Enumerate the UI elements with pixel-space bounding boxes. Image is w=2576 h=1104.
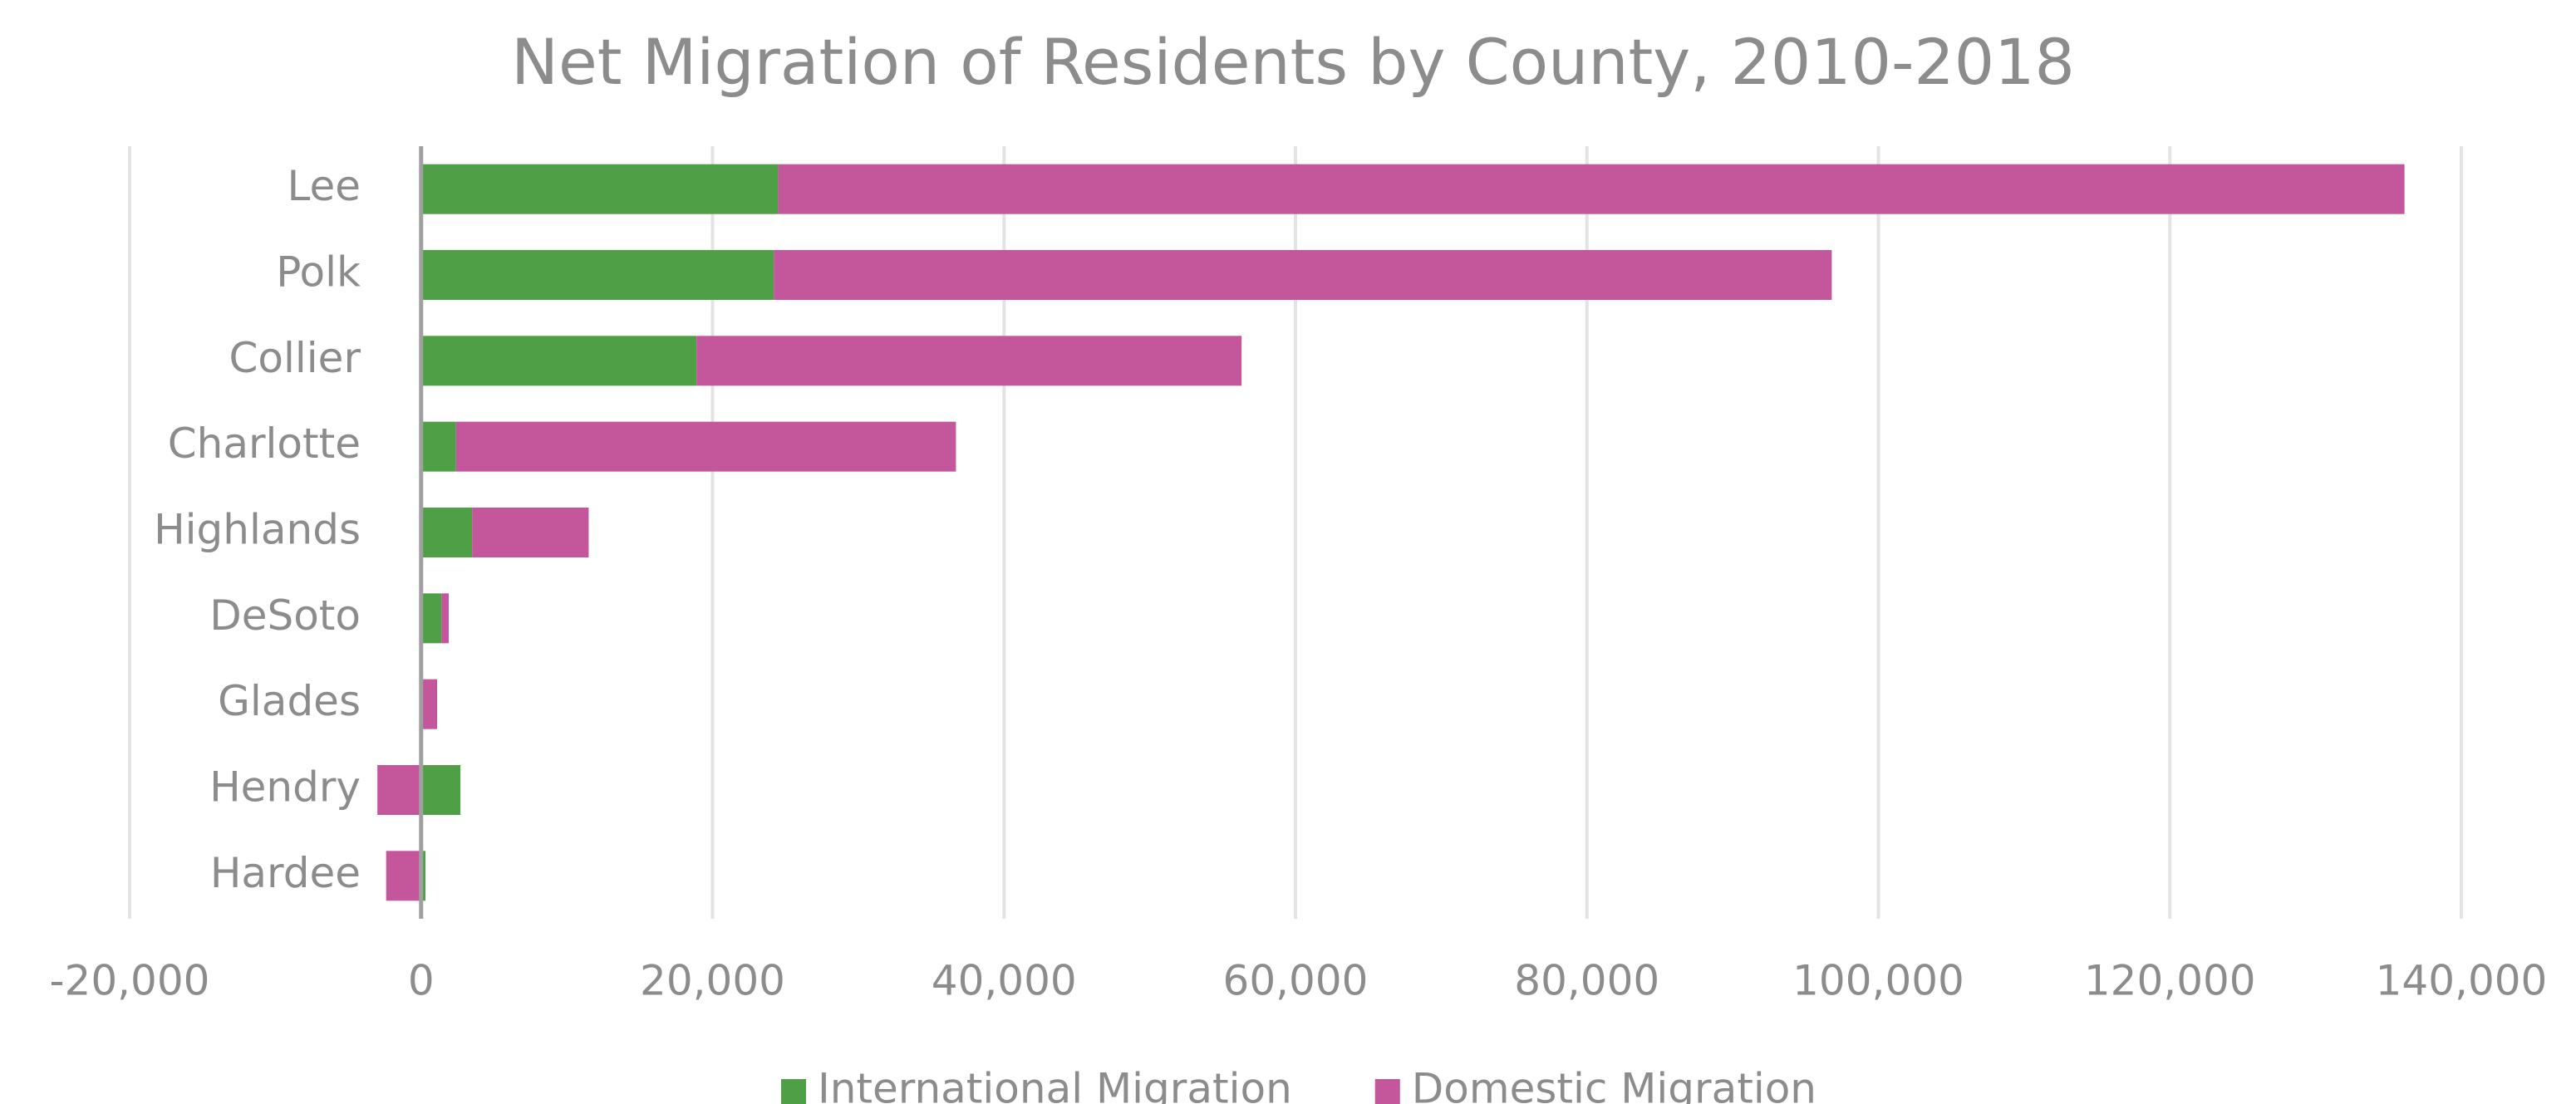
y-tick-label: Polk — [276, 248, 361, 297]
bar-segment — [420, 336, 697, 386]
y-tick-label: Lee — [287, 162, 361, 210]
bar-segment — [422, 679, 438, 729]
bar-segment — [386, 851, 421, 901]
y-tick-label: DeSoto — [209, 591, 361, 640]
bar-segment — [472, 508, 589, 557]
x-tick-label: 80,000 — [1514, 957, 1659, 1005]
bar-segment — [420, 508, 473, 557]
x-tick-label: 100,000 — [1792, 957, 1964, 1005]
y-tick-label: Hardee — [210, 849, 361, 897]
bar-segment — [377, 765, 421, 815]
bar-segment — [420, 593, 442, 644]
x-tick-label: 140,000 — [2376, 957, 2548, 1005]
x-tick-label: 40,000 — [932, 957, 1077, 1005]
y-tick-label: Collier — [229, 334, 361, 382]
bar-segment — [420, 851, 426, 901]
bar-segment — [455, 421, 956, 472]
bar-segment — [774, 250, 1832, 300]
legend-swatch — [1374, 1079, 1400, 1104]
x-tick-label: 0 — [408, 957, 435, 1005]
x-tick-label: 60,000 — [1223, 957, 1369, 1005]
y-tick-label: Charlotte — [168, 420, 361, 468]
bar-segment — [696, 336, 1242, 386]
bar-segment — [778, 164, 2405, 214]
x-tick-label: -20,000 — [50, 957, 210, 1005]
bar-segment — [420, 164, 779, 214]
legend-swatch — [781, 1079, 806, 1104]
bar-segment — [420, 765, 461, 815]
x-tick-label: 20,000 — [640, 957, 785, 1005]
x-tick-label: 120,000 — [2084, 957, 2256, 1005]
y-tick-label: Hendry — [209, 763, 361, 812]
y-tick-label: Highlands — [154, 506, 361, 554]
bar-segment — [441, 593, 450, 644]
bar-segment — [420, 250, 774, 300]
y-tick-label: Glades — [218, 677, 361, 725]
legend-label: Domestic Migration — [1412, 1065, 1816, 1104]
legend-label: International Migration — [818, 1065, 1292, 1104]
bar-segment — [420, 421, 456, 472]
chart-title: Net Migration of Residents by County, 20… — [511, 25, 2075, 99]
